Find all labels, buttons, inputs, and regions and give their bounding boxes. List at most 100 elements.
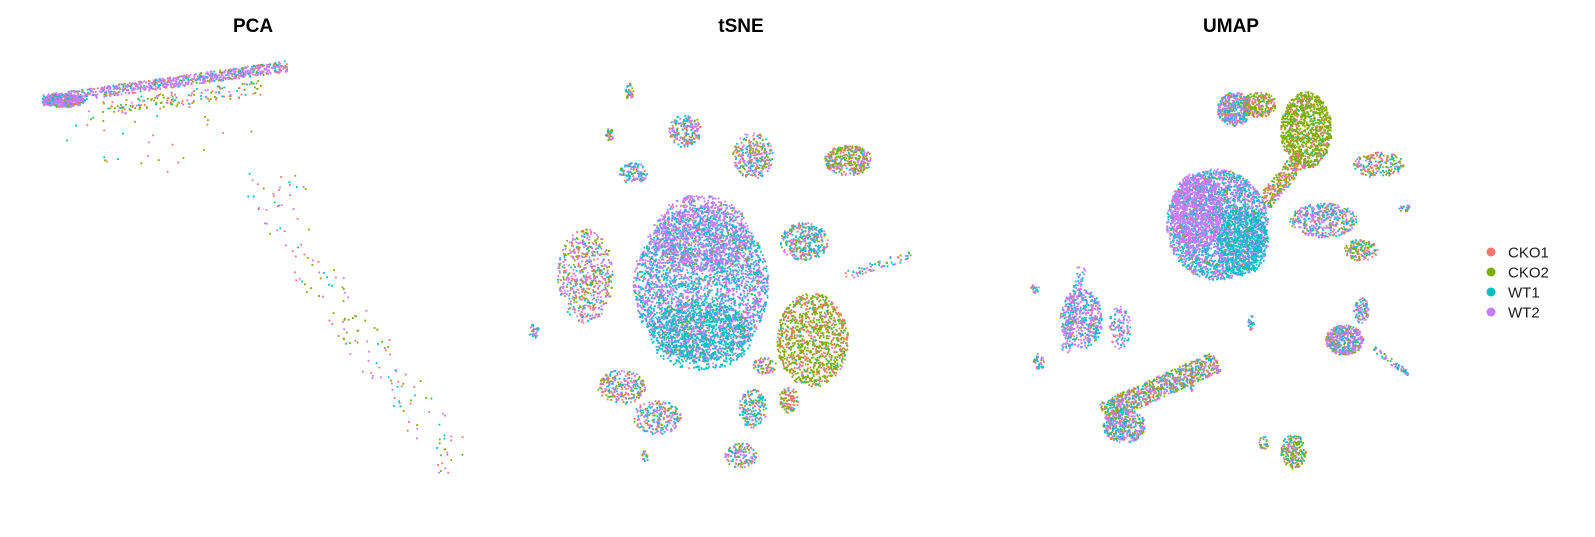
point-wt1 [685,331,687,333]
point-wt1 [647,250,649,252]
point-cko2 [81,89,83,91]
point-wt2 [217,75,219,77]
point-wt2 [131,102,133,104]
point-cko2 [220,72,222,74]
point-wt2 [761,280,763,282]
point-cko1 [207,98,209,100]
point-wt1 [743,323,745,325]
point-wt2 [145,88,147,90]
point-cko2 [374,327,376,329]
point-wt2 [76,97,78,99]
point-wt1 [727,270,729,272]
point-wt1 [187,78,189,80]
point-wt2 [279,187,281,189]
point-cko2 [230,98,232,100]
point-wt2 [229,72,231,74]
point-wt2 [175,96,177,98]
point-cko1 [292,250,294,252]
point-wt2 [206,77,208,79]
point-wt2 [758,277,760,279]
point-cko1 [241,94,243,96]
point-wt1 [683,343,685,345]
point-wt1 [721,298,723,300]
point-wt2 [763,275,765,277]
point-wt1 [729,268,731,270]
point-cko2 [307,257,309,259]
point-wt1 [105,95,107,97]
point-wt1 [67,105,69,107]
point-wt2 [720,291,722,293]
point-wt2 [251,67,253,69]
point-wt2 [274,65,276,67]
point-cko1 [379,367,381,369]
point-wt2 [642,298,644,300]
point-wt2 [395,371,397,373]
point-cko1 [354,315,356,317]
point-wt2 [666,327,668,329]
point-wt1 [158,84,160,86]
point-cko1 [109,93,111,95]
pca-title: PCA [233,16,273,37]
point-wt1 [647,325,649,327]
point-wt2 [749,305,751,307]
point-wt2 [766,279,768,281]
point-wt1 [174,99,176,101]
point-wt2 [647,260,649,262]
point-wt2 [687,214,689,216]
point-wt1 [141,96,143,98]
point-wt2 [763,259,765,261]
point-wt2 [754,265,756,267]
point-wt2 [237,74,239,76]
point-cko2 [183,157,185,159]
point-cko2 [114,94,116,96]
point-wt2 [177,78,179,80]
point-wt1 [301,281,303,283]
point-wt1 [724,352,726,354]
point-wt2 [194,76,196,78]
point-cko2 [364,320,366,322]
point-wt1 [686,352,688,354]
point-wt2 [444,468,446,470]
point-wt2 [654,250,656,252]
point-cko1 [256,83,258,85]
point-wt2 [128,92,130,94]
point-wt2 [667,216,669,218]
point-wt2 [763,304,765,306]
point-wt1 [246,84,248,86]
point-wt2 [698,297,700,299]
point-cko1 [447,472,449,474]
point-wt1 [736,345,738,347]
point-wt1 [685,281,687,283]
point-wt1 [762,261,764,263]
point-wt2 [58,102,60,104]
point-cko1 [273,195,275,197]
point-wt1 [697,231,699,233]
point-wt1 [708,222,710,224]
point-wt2 [125,112,127,114]
point-cko2 [210,98,212,100]
point-wt2 [267,64,269,66]
point-wt1 [712,298,714,300]
point-wt2 [220,76,222,78]
point-cko1 [401,385,403,387]
point-wt2 [710,210,712,212]
point-wt2 [267,73,269,75]
point-cko1 [186,99,188,101]
point-wt1 [249,173,251,175]
point-wt1 [757,269,759,271]
point-wt1 [728,329,730,331]
point-wt2 [74,96,76,98]
point-wt1 [713,245,715,247]
point-wt1 [253,65,255,67]
point-cko1 [408,421,410,423]
point-wt1 [650,275,652,277]
point-wt1 [253,71,255,73]
point-wt1 [750,284,752,286]
point-wt1 [652,267,654,269]
point-wt2 [719,280,721,282]
point-cko2 [242,67,244,69]
point-wt1 [678,295,680,297]
point-wt2 [273,193,275,195]
point-wt2 [738,286,740,288]
point-wt2 [731,306,733,308]
